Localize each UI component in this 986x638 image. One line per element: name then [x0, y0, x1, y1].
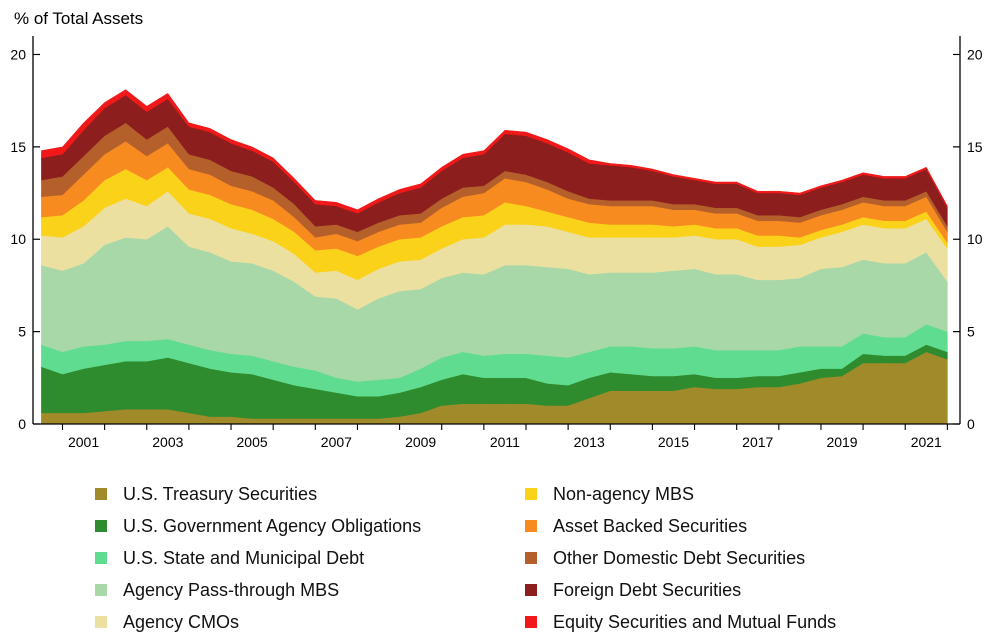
legend-label: Agency Pass-through MBS — [123, 579, 340, 600]
y-tick-label-left: 20 — [10, 46, 26, 62]
legend-label: Non-agency MBS — [553, 483, 695, 504]
legend-swatch — [525, 584, 537, 596]
y-tick-label-left: 0 — [18, 416, 26, 432]
legend-swatch — [95, 584, 107, 596]
stacked-area-chart: 0 0 5 5 10 10 15 15 20 20 2001 2003 2005 2007 2009 2011… — [10, 9, 983, 450]
legend-swatch — [95, 552, 107, 564]
y-tick-label-right: 0 — [967, 416, 975, 432]
legend-swatch — [95, 616, 107, 628]
y-tick-label-left: 10 — [10, 231, 26, 247]
x-tick-label: 2005 — [237, 434, 268, 450]
x-tick-label: 2013 — [574, 434, 605, 450]
x-tick-label: 2015 — [658, 434, 689, 450]
legend-swatch — [95, 520, 107, 532]
legend-label: Equity Securities and Mutual Funds — [553, 611, 837, 632]
axes: 0 0 5 5 10 10 15 15 20 20 2001 2003 2005 2007 2009 2011… — [10, 36, 983, 450]
y-tick-label-right: 15 — [967, 139, 983, 155]
legend-item: Other Domestic Debt Securities — [525, 542, 955, 574]
y-axis-label: % of Total Assets — [14, 9, 143, 28]
legend-swatch — [95, 488, 107, 500]
legend-item: Equity Securities and Mutual Funds — [525, 606, 955, 638]
legend-item: Foreign Debt Securities — [525, 574, 955, 606]
legend-label: Asset Backed Securities — [553, 515, 748, 536]
x-tick-label: 2007 — [321, 434, 352, 450]
x-tick-label: 2021 — [911, 434, 942, 450]
area-series-9 — [41, 89, 948, 214]
legend-item: U.S. Government Agency Obligations — [95, 510, 525, 542]
legend-label: U.S. State and Municipal Debt — [123, 547, 365, 568]
legend-item: Agency Pass-through MBS — [95, 574, 525, 606]
legend-item: U.S. State and Municipal Debt — [95, 542, 525, 574]
x-tick-label: 2003 — [152, 434, 183, 450]
legend-item: Non-agency MBS — [525, 478, 955, 510]
legend-label: Foreign Debt Securities — [553, 579, 742, 600]
area-layers — [41, 89, 948, 425]
x-tick-label: 2001 — [68, 434, 99, 450]
legend: U.S. Treasury Securities Non-agency MBS U.… — [95, 478, 955, 638]
legend-item: Agency CMOs — [95, 606, 525, 638]
legend-swatch — [525, 488, 537, 500]
legend-label: Agency CMOs — [123, 611, 240, 632]
y-tick-label-left: 15 — [10, 139, 26, 155]
legend-label: U.S. Government Agency Obligations — [123, 515, 422, 536]
x-tick-label: 2011 — [490, 434, 520, 450]
y-tick-label-right: 10 — [967, 231, 983, 247]
legend-swatch — [525, 520, 537, 532]
y-tick-label-right: 5 — [967, 324, 975, 340]
x-tick-label: 2019 — [826, 434, 857, 450]
legend-label: U.S. Treasury Securities — [123, 483, 318, 504]
y-tick-label-right: 20 — [967, 46, 983, 62]
legend-label: Other Domestic Debt Securities — [553, 547, 806, 568]
y-tick-label-left: 5 — [18, 324, 26, 340]
legend-item: U.S. Treasury Securities — [95, 478, 525, 510]
legend-swatch — [525, 616, 537, 628]
x-tick-label: 2017 — [742, 434, 773, 450]
legend-item: Asset Backed Securities — [525, 510, 955, 542]
legend-swatch — [525, 552, 537, 564]
x-tick-label: 2009 — [405, 434, 436, 450]
